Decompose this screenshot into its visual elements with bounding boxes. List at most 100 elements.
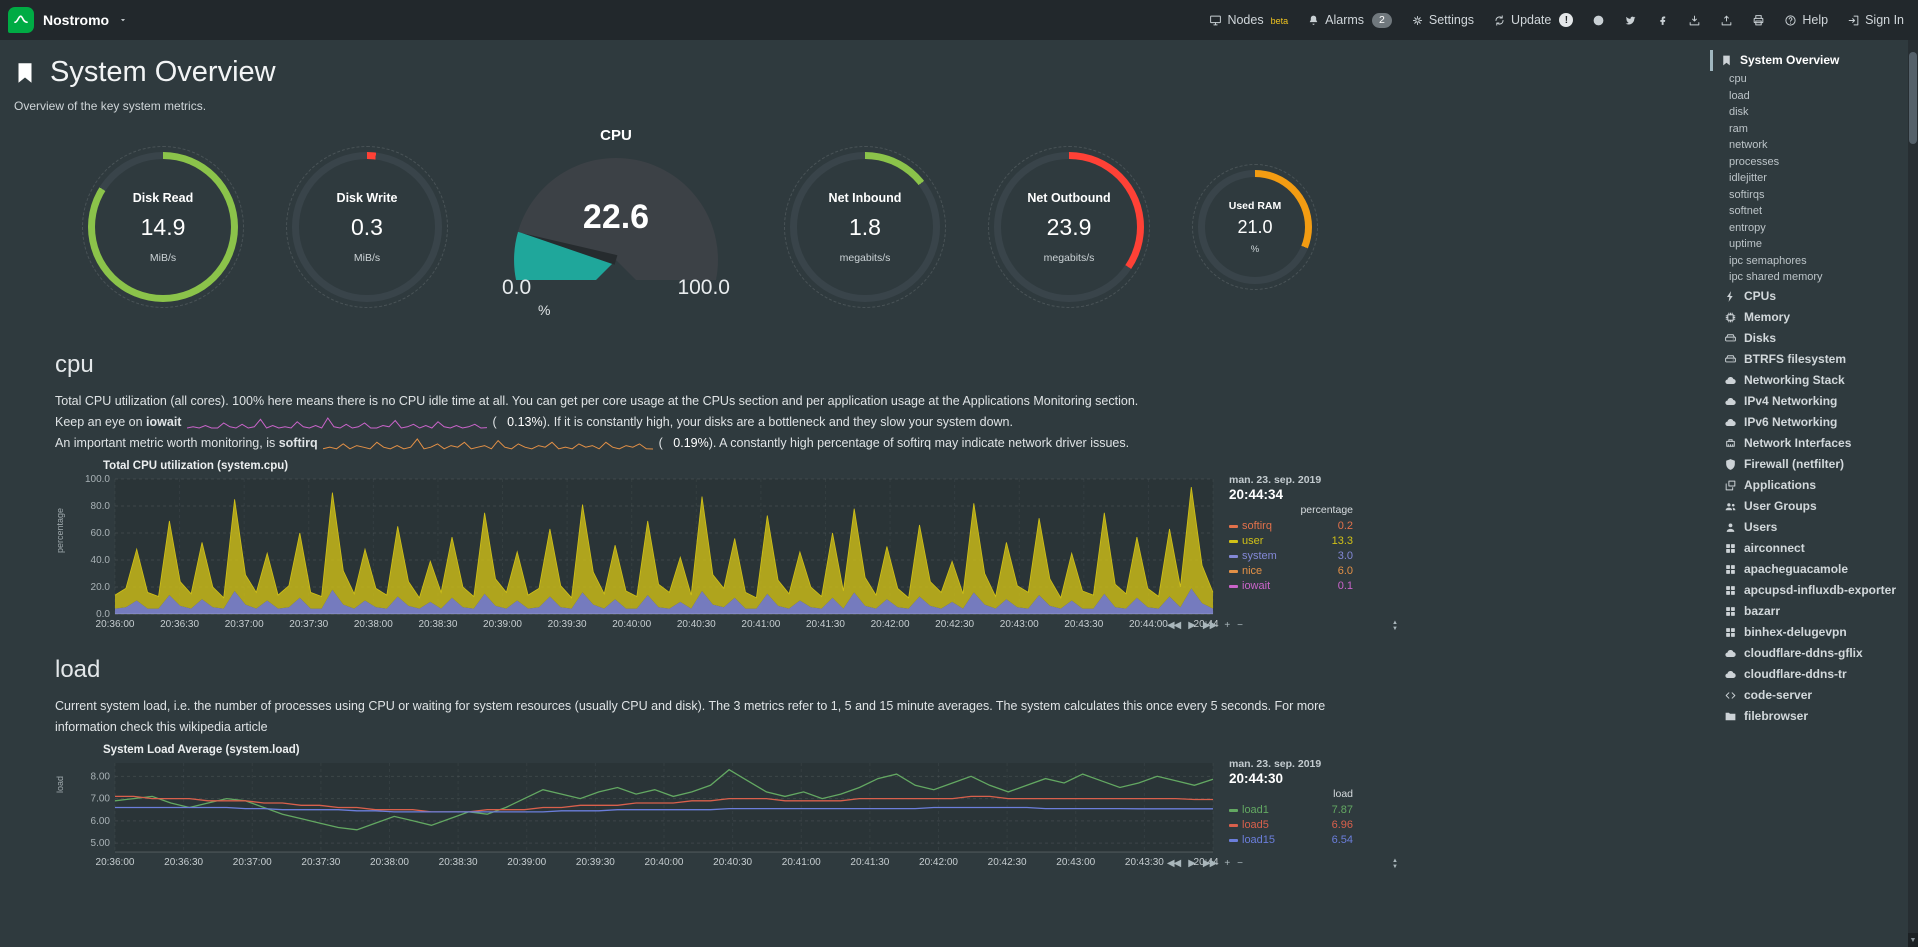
topbar-alarms[interactable]: Alarms 2 — [1307, 12, 1392, 28]
sidebar-item-networking-stack[interactable]: Networking Stack — [1720, 370, 1902, 391]
sidebar-item-cpu[interactable]: cpu — [1720, 71, 1902, 88]
svg-text:20:37:30: 20:37:30 — [289, 619, 328, 630]
topbar-facebook[interactable] — [1656, 14, 1669, 27]
sidebar-item-filebrowser[interactable]: filebrowser — [1720, 706, 1902, 727]
topbar-nodes[interactable]: Nodes beta — [1209, 13, 1288, 27]
topbar-github[interactable] — [1592, 14, 1605, 27]
sidebar-item-apacheguacamole[interactable]: apacheguacamole — [1720, 559, 1902, 580]
sidebar-item-ipc-shared-memory[interactable]: ipc shared memory — [1720, 269, 1902, 286]
legend-name: user — [1242, 535, 1264, 547]
topbar-upload[interactable] — [1720, 14, 1733, 27]
sidebar-item-applications[interactable]: Applications — [1720, 475, 1902, 496]
sidebar-item-uptime[interactable]: uptime — [1720, 236, 1902, 253]
topbar-help[interactable]: Help — [1784, 13, 1828, 27]
gauge-disk-write[interactable]: Disk Write 0.3 MiB/s — [286, 146, 448, 308]
gauge-face: Net Outbound 23.9 megabits/s — [1001, 159, 1137, 295]
gauge-used-ram[interactable]: Used RAM 21.0% — [1192, 164, 1318, 290]
sidebar-item-cpus[interactable]: CPUs — [1720, 286, 1902, 307]
code-icon — [1724, 689, 1737, 702]
topbar-update[interactable]: Update! — [1493, 13, 1574, 27]
topbar-print[interactable] — [1752, 14, 1765, 27]
svg-text:20:38:30: 20:38:30 — [439, 857, 478, 868]
legend-item-system[interactable]: system 3.0 — [1229, 549, 1353, 564]
legend-item-user[interactable]: user 13.3 — [1229, 534, 1353, 549]
legend-item-load1[interactable]: load1 7.87 — [1229, 803, 1353, 818]
topbar-signin-label: Sign In — [1865, 13, 1904, 27]
gauge-disk-read[interactable]: Disk Read 14.9 MiB/s — [82, 146, 244, 308]
topbar-nav: Nodes beta Alarms 2 Settings Update! Help Sign … — [1209, 12, 1904, 28]
load-plot-area[interactable]: 20:36:00 20:36:30 20:37:00 20:37:30 20:38:00… — [69, 758, 1219, 870]
topbar-settings[interactable]: Settings — [1411, 13, 1474, 27]
sidebar-item-ipc-semaphores[interactable]: ipc semaphores — [1720, 253, 1902, 270]
page-title: System Overview — [50, 56, 276, 88]
scrollbar-down-button[interactable]: ▼ — [1908, 933, 1918, 947]
sidebar-item-user-groups[interactable]: User Groups — [1720, 496, 1902, 517]
gauge-ticks — [82, 146, 244, 308]
scrollbar-thumb[interactable] — [1909, 52, 1917, 144]
sidebar-item-label: network — [1729, 139, 1768, 151]
sidebar-item-softnet[interactable]: softnet — [1720, 203, 1902, 220]
wikipedia-link[interactable]: wikipedia article — [179, 720, 268, 734]
sidebar-item-idlejitter[interactable]: idlejitter — [1720, 170, 1902, 187]
load-chart-zoom-in-button[interactable]: + — [1224, 858, 1230, 869]
sidebar-item-binhex-delugevpn[interactable]: binhex-delugevpn — [1720, 622, 1902, 643]
gauge-max: 100.0 — [677, 275, 730, 299]
legend-item-softirq[interactable]: softirq 0.2 — [1229, 519, 1353, 534]
topbar-download[interactable] — [1688, 14, 1701, 27]
sidebar-item-disk[interactable]: disk — [1720, 104, 1902, 121]
load-chart-pan-backward-button[interactable]: ◀◀ — [1166, 858, 1181, 869]
load-chart-play-button[interactable]: ▶ — [1188, 858, 1196, 869]
sidebar-item-network-interfaces[interactable]: Network Interfaces — [1720, 433, 1902, 454]
sidebar-item-apcupsd-influxdb-exporter[interactable]: apcupsd-influxdb-exporter — [1720, 580, 1902, 601]
load-chart-pan-forward-button[interactable]: ▶▶ — [1202, 858, 1217, 869]
load-chart-resize-handle[interactable]: ▲ ▼ — [1392, 858, 1398, 870]
cpu-chart-resize-handle[interactable]: ▲ ▼ — [1392, 620, 1398, 632]
sidebar-item-users[interactable]: Users — [1720, 517, 1902, 538]
cpu-chart-pan-backward-button[interactable]: ◀◀ — [1166, 620, 1181, 631]
cpu-chart-zoom-in-button[interactable]: + — [1224, 620, 1230, 631]
sidebar-item-btrfs-filesystem[interactable]: BTRFS filesystem — [1720, 349, 1902, 370]
sidebar-item-processes[interactable]: processes — [1720, 154, 1902, 171]
sidebar-item-memory[interactable]: Memory — [1720, 307, 1902, 328]
softirq-sparkline[interactable] — [322, 437, 654, 451]
sidebar-item-network[interactable]: network — [1720, 137, 1902, 154]
legend-item-iowait[interactable]: iowait 0.1 — [1229, 579, 1353, 594]
sidebar-item-code-server[interactable]: code-server — [1720, 685, 1902, 706]
gauge-cpu[interactable]: CPU 22.6 0.0 100.0% — [496, 127, 736, 318]
svg-text:20.0: 20.0 — [91, 582, 111, 593]
legend-item-load15[interactable]: load15 6.54 — [1229, 833, 1353, 848]
sidebar-item-ram[interactable]: ram — [1720, 121, 1902, 138]
topbar-twitter[interactable] — [1624, 14, 1637, 27]
sidebar-item-disks[interactable]: Disks — [1720, 328, 1902, 349]
sidebar-item-entropy[interactable]: entropy — [1720, 220, 1902, 237]
legend-value: 0.1 — [1337, 580, 1353, 592]
sidebar-item-ipv6-networking[interactable]: IPv6 Networking — [1720, 412, 1902, 433]
sidebar-item-softirqs[interactable]: softirqs — [1720, 187, 1902, 204]
sidebar-item-cloudflare-ddns-tr[interactable]: cloudflare-ddns-tr — [1720, 664, 1902, 685]
sidebar-item-ipv4-networking[interactable]: IPv4 Networking — [1720, 391, 1902, 412]
gauge-net-inbound[interactable]: Net Inbound 1.8 megabits/s — [784, 146, 946, 308]
sidebar-item-system-overview[interactable]: System Overview — [1710, 50, 1902, 71]
legend-date: man. 23. sep. 2019 — [1229, 758, 1322, 770]
cpu-plot-area[interactable]: 20:36:00 20:36:30 20:37:00 20:37:30 20:38:00… — [69, 474, 1219, 632]
legend-item-load5[interactable]: load5 6.96 — [1229, 818, 1353, 833]
sidebar-item-firewall-netfilter[interactable]: Firewall (netfilter) — [1720, 454, 1902, 475]
svg-text:20:44:30: 20:44:30 — [1194, 619, 1219, 630]
topbar-signin[interactable]: Sign In — [1847, 13, 1904, 27]
sidebar-item-bazarr[interactable]: bazarr — [1720, 601, 1902, 622]
gauge-title: Net Inbound — [828, 190, 902, 205]
load-chart-legend: man. 23. sep. 2019 20:44:30 load load1 7.… — [1219, 758, 1357, 848]
iowait-sparkline[interactable] — [186, 416, 487, 430]
sidebar-item-label: apacheguacamole — [1744, 561, 1849, 576]
sidebar-item-cloudflare-ddns-gflix[interactable]: cloudflare-ddns-gflix — [1720, 643, 1902, 664]
node-selector[interactable]: Nostromo — [8, 7, 128, 33]
load-chart-zoom-out-button[interactable]: − — [1237, 858, 1243, 869]
legend-item-nice[interactable]: nice 6.0 — [1229, 564, 1353, 579]
sidebar-item-load[interactable]: load — [1720, 88, 1902, 105]
sidebar-item-airconnect[interactable]: airconnect — [1720, 538, 1902, 559]
cpu-chart-play-button[interactable]: ▶ — [1188, 620, 1196, 631]
gauge-face: Disk Write 0.3 MiB/s — [299, 159, 435, 295]
gauge-net-outbound[interactable]: Net Outbound 23.9 megabits/s — [988, 146, 1150, 308]
cpu-chart-zoom-out-button[interactable]: − — [1237, 620, 1243, 631]
cpu-chart-pan-forward-button[interactable]: ▶▶ — [1202, 620, 1217, 631]
